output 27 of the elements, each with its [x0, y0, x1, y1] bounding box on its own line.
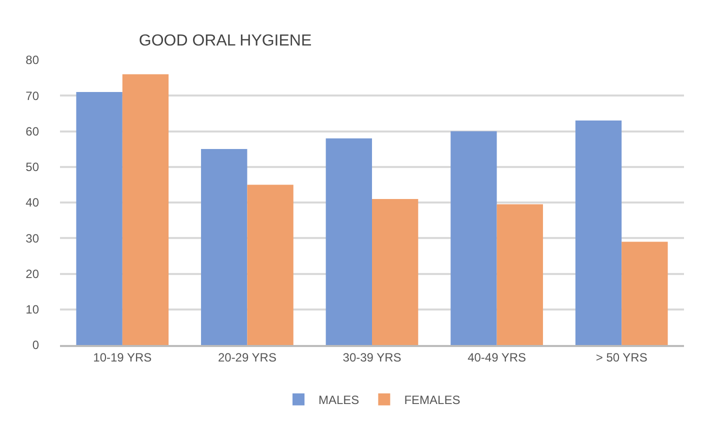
y-tick-label: 0 — [32, 338, 40, 352]
legend-label: MALES — [318, 393, 360, 408]
bar — [122, 74, 169, 345]
x-tick-label: 30-39 YRS — [342, 350, 402, 364]
y-tick-label: 70 — [26, 88, 40, 103]
bar — [247, 184, 294, 345]
y-tick-label: 40 — [26, 196, 40, 210]
y-tick-label: 50 — [26, 160, 40, 174]
y-tick-label: 80 — [26, 53, 40, 68]
y-tick-label: 10 — [26, 302, 40, 317]
x-tick-label: 10-19 YRS — [93, 350, 152, 364]
bar — [372, 198, 418, 345]
legend-label: FEMALES — [404, 393, 460, 408]
bar — [575, 120, 622, 345]
y-tick-label: 30 — [26, 231, 40, 246]
x-tick-label: 40-49 YRS — [468, 350, 526, 364]
bar — [496, 204, 543, 345]
bar — [450, 131, 497, 345]
y-tick-label: 20 — [26, 266, 40, 281]
x-tick-label: 20-29 YRS — [218, 350, 276, 364]
bar — [622, 242, 668, 345]
x-tick-label: > 50 YRS — [596, 350, 648, 364]
bar — [326, 138, 372, 345]
chart-title: GOOD ORAL HYGIENE — [138, 32, 312, 50]
y-tick-label: 60 — [26, 124, 40, 138]
bar — [201, 149, 248, 345]
bar — [76, 92, 122, 345]
